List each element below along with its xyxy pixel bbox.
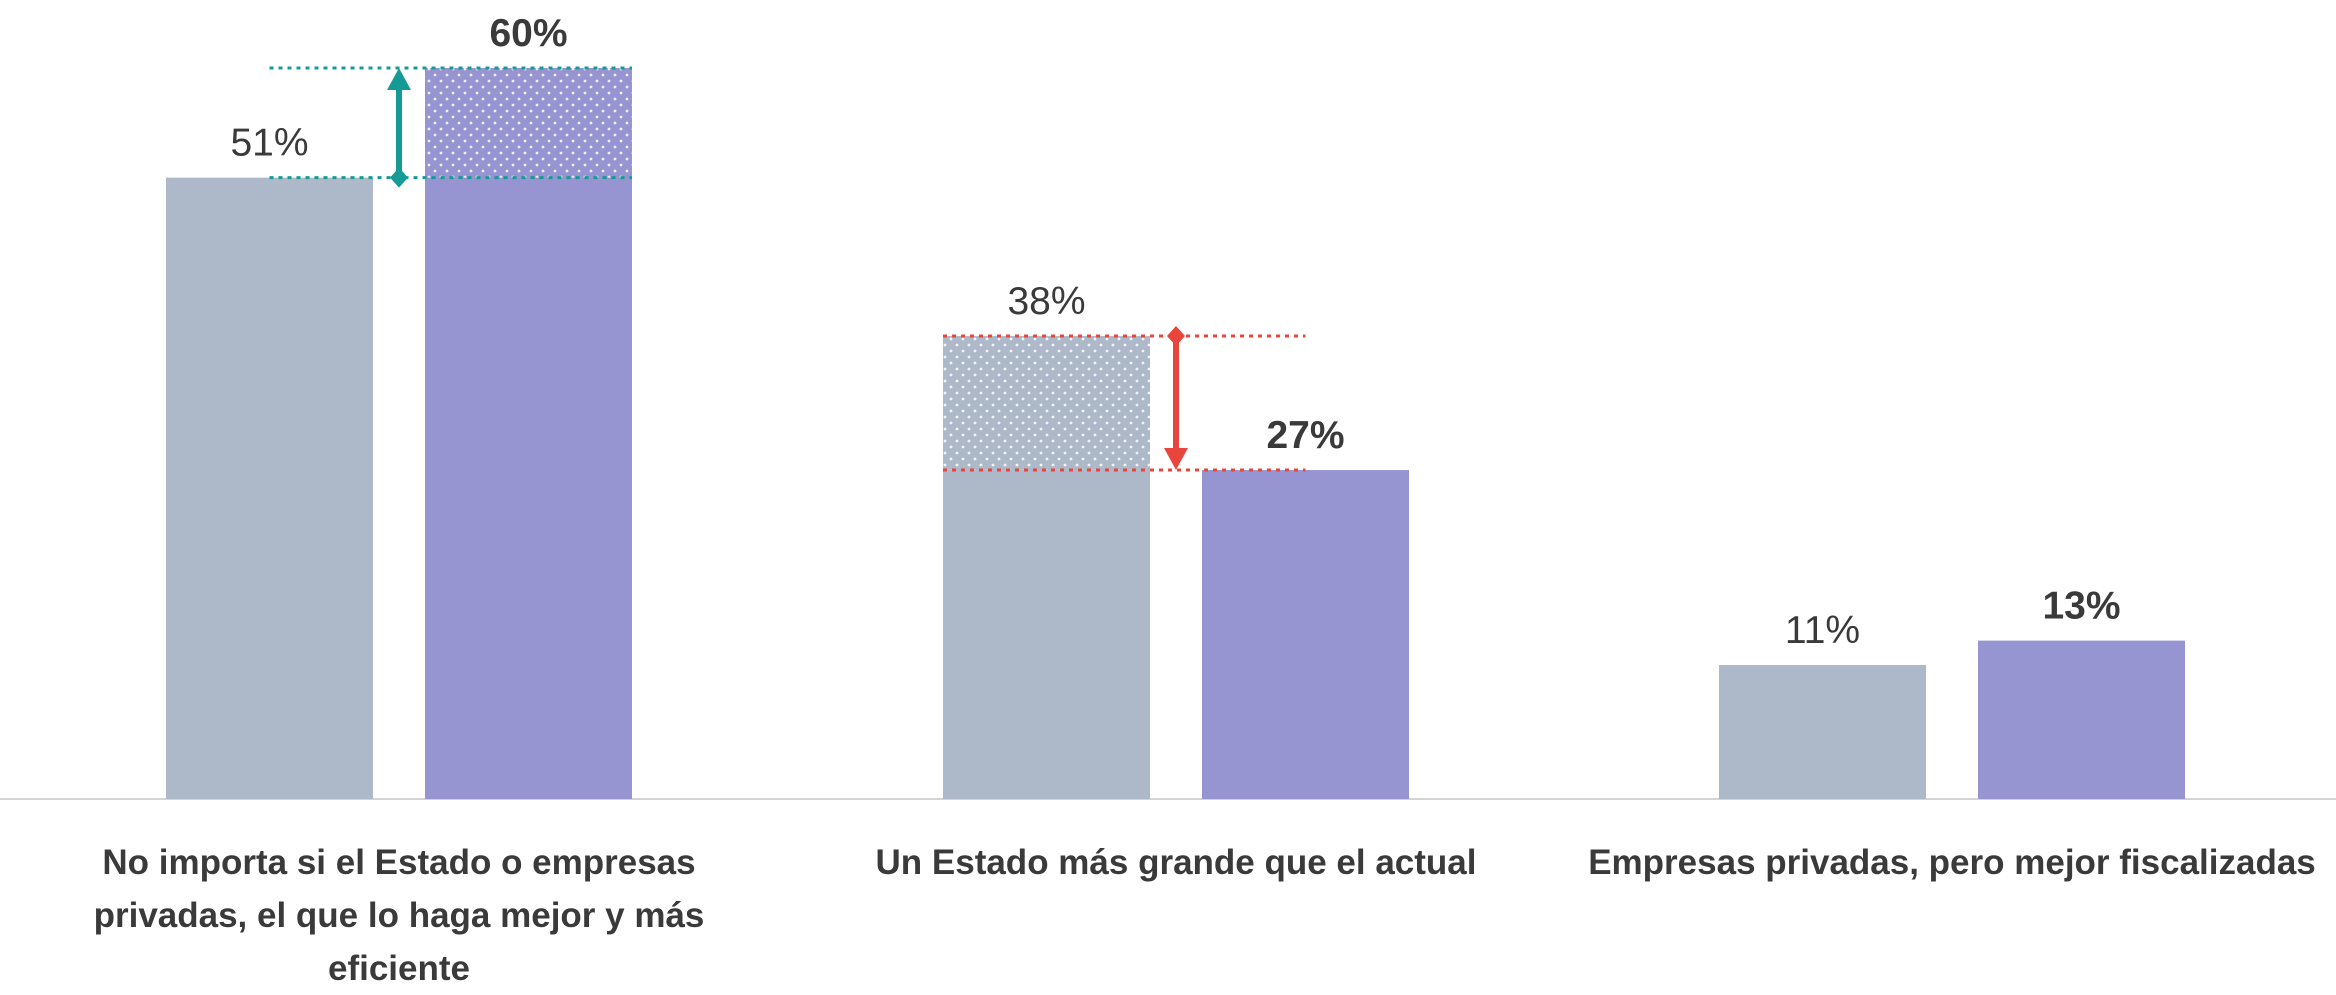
x-tick-label: Un Estado más grande que el actual <box>875 843 1477 882</box>
value-label: 27% <box>1266 414 1344 457</box>
bar <box>1978 640 2185 799</box>
arrow-origin <box>390 167 408 188</box>
bar <box>1202 470 1409 799</box>
bar <box>425 68 632 799</box>
bar <box>166 177 373 799</box>
value-label: 38% <box>1007 280 1085 323</box>
bar <box>1719 664 1926 799</box>
change-highlight <box>425 68 632 178</box>
arrow-head <box>1164 448 1188 471</box>
x-tick-label: Empresas privadas, pero mejor fiscalizad… <box>1588 843 2316 882</box>
arrow-head <box>387 68 411 90</box>
value-label: 60% <box>489 12 567 55</box>
change-highlight <box>943 336 1150 471</box>
value-label: 51% <box>230 122 308 165</box>
value-label: 11% <box>1785 609 1860 652</box>
arrow-origin <box>1167 326 1185 347</box>
x-tick-label: No importa si el Estado o empresas priva… <box>93 843 705 988</box>
value-label: 13% <box>2042 585 2120 628</box>
